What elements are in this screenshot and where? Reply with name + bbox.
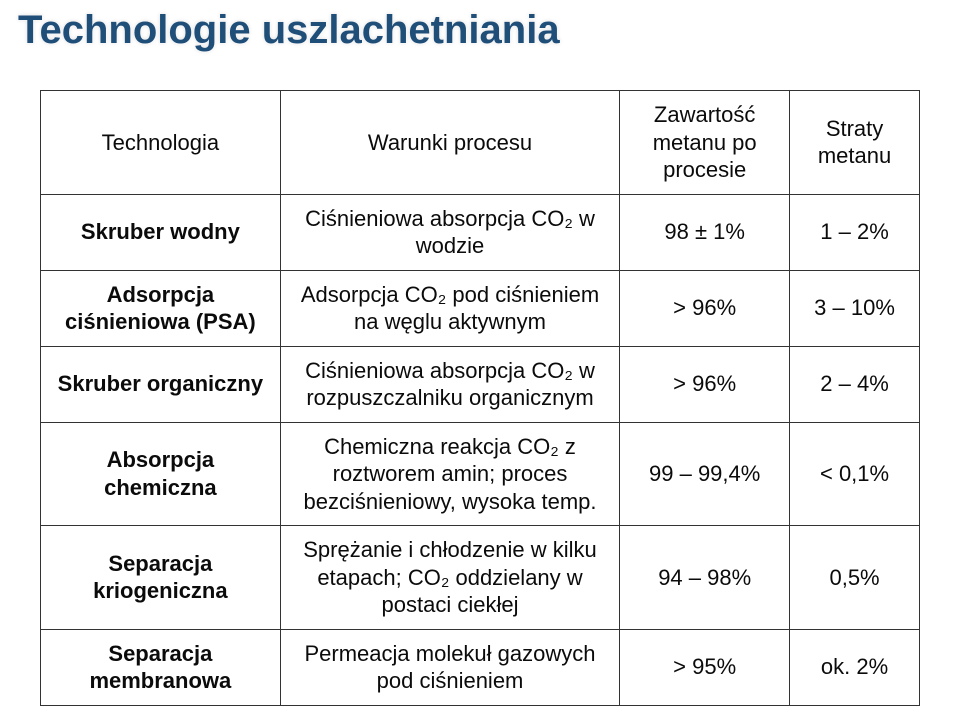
cell-methane: > 96% bbox=[620, 346, 790, 422]
cell-tech: Adsorpcja ciśnieniowa (PSA) bbox=[41, 270, 281, 346]
cell-proc: Ciśnieniowa absorpcja CO₂ w rozpuszczaln… bbox=[280, 346, 620, 422]
cell-tech: Skruber organiczny bbox=[41, 346, 281, 422]
cell-loss: 3 – 10% bbox=[790, 270, 920, 346]
slide-title: Technologie uszlachetniania bbox=[18, 8, 560, 53]
col-header-loss: Straty metanu bbox=[790, 91, 920, 195]
cell-loss: 2 – 4% bbox=[790, 346, 920, 422]
table-row: Absorpcja chemiczna Chemiczna reakcja CO… bbox=[41, 422, 920, 526]
cell-loss: ok. 2% bbox=[790, 629, 920, 705]
col-header-methane: Zawartość metanu po procesie bbox=[620, 91, 790, 195]
technology-table: Technologia Warunki procesu Zawartość me… bbox=[40, 90, 920, 706]
cell-methane: 98 ± 1% bbox=[620, 194, 790, 270]
col-header-tech: Technologia bbox=[41, 91, 281, 195]
cell-methane: > 95% bbox=[620, 629, 790, 705]
table-row: Skruber organiczny Ciśnieniowa absorpcja… bbox=[41, 346, 920, 422]
cell-proc: Adsorpcja CO₂ pod ciśnieniem na węglu ak… bbox=[280, 270, 620, 346]
cell-proc: Sprężanie i chłodzenie w kilku etapach; … bbox=[280, 526, 620, 630]
cell-proc: Ciśnieniowa absorpcja CO₂ w wodzie bbox=[280, 194, 620, 270]
table-row: Skruber wodny Ciśnieniowa absorpcja CO₂ … bbox=[41, 194, 920, 270]
cell-tech: Separacja kriogeniczna bbox=[41, 526, 281, 630]
cell-methane: > 96% bbox=[620, 270, 790, 346]
table-header-row: Technologia Warunki procesu Zawartość me… bbox=[41, 91, 920, 195]
cell-tech: Absorpcja chemiczna bbox=[41, 422, 281, 526]
cell-tech: Skruber wodny bbox=[41, 194, 281, 270]
cell-loss: < 0,1% bbox=[790, 422, 920, 526]
cell-tech: Separacja membranowa bbox=[41, 629, 281, 705]
cell-methane: 94 – 98% bbox=[620, 526, 790, 630]
col-header-proc: Warunki procesu bbox=[280, 91, 620, 195]
cell-proc: Permeacja molekuł gazowych pod ciśnienie… bbox=[280, 629, 620, 705]
cell-loss: 0,5% bbox=[790, 526, 920, 630]
cell-methane: 99 – 99,4% bbox=[620, 422, 790, 526]
table-row: Separacja membranowa Permeacja molekuł g… bbox=[41, 629, 920, 705]
slide: Technologie uszlachetniania Technologia … bbox=[0, 0, 960, 707]
table-row: Separacja kriogeniczna Sprężanie i chłod… bbox=[41, 526, 920, 630]
cell-proc: Chemiczna reakcja CO₂ z roztworem amin; … bbox=[280, 422, 620, 526]
cell-loss: 1 – 2% bbox=[790, 194, 920, 270]
table-row: Adsorpcja ciśnieniowa (PSA) Adsorpcja CO… bbox=[41, 270, 920, 346]
